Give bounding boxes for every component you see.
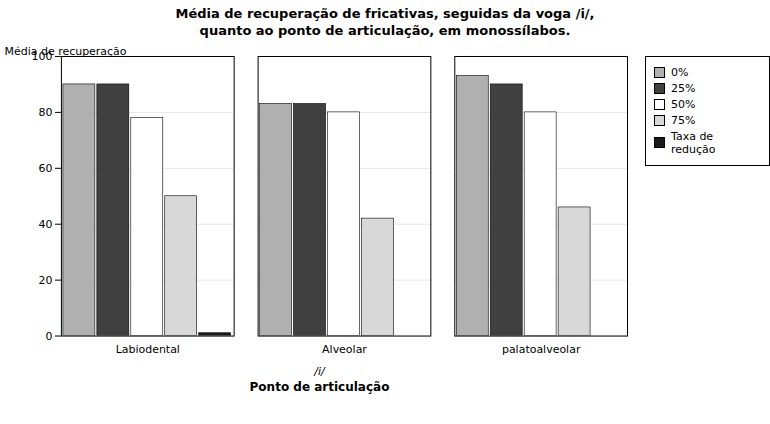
svg-text:60: 60 <box>38 162 52 175</box>
svg-text:Média de recuperação: Média de recuperação <box>4 45 127 59</box>
html-text:Ponto de articulação: Ponto de articulação <box>249 380 390 395</box>
html-text:50%: 50% <box>671 97 696 111</box>
svg-text:palatoalveolar: palatoalveolar <box>502 343 581 356</box>
svg-text:40: 40 <box>38 218 52 231</box>
html-text:75%: 75% <box>671 113 696 127</box>
html-text:Taxa de redução: Taxa de redução <box>671 129 716 156</box>
svg-text:Alveolar: Alveolar <box>322 343 367 356</box>
svg-text:0: 0 <box>45 329 52 342</box>
svg-text:80: 80 <box>38 106 52 119</box>
svg-text:20: 20 <box>38 273 52 286</box>
html-text:25%: 25% <box>671 81 696 95</box>
svg-text:Labiodental: Labiodental <box>116 343 180 356</box>
html-text:0%: 0% <box>671 65 689 79</box>
html-text:Média de recuperação de fricat: Média de recuperação de fricativas, segu… <box>175 6 595 38</box>
html-text:/i/: /i/ <box>314 365 325 379</box>
